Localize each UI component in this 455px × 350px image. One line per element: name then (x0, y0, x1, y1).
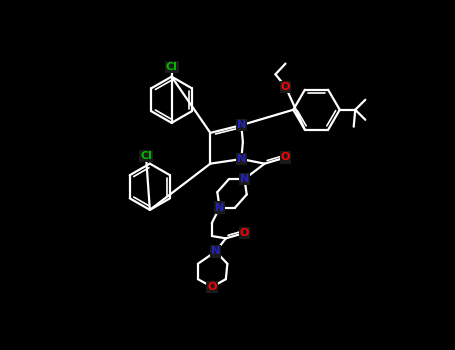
Text: N: N (215, 203, 224, 212)
Text: Cl: Cl (166, 62, 177, 72)
Text: N: N (240, 174, 249, 184)
Text: N: N (237, 120, 246, 130)
Text: O: O (281, 153, 290, 162)
Text: O: O (207, 282, 217, 292)
Text: O: O (281, 82, 290, 92)
Text: N: N (237, 154, 246, 164)
Text: Cl: Cl (140, 151, 152, 161)
Text: O: O (240, 228, 249, 238)
Text: N: N (211, 246, 220, 257)
